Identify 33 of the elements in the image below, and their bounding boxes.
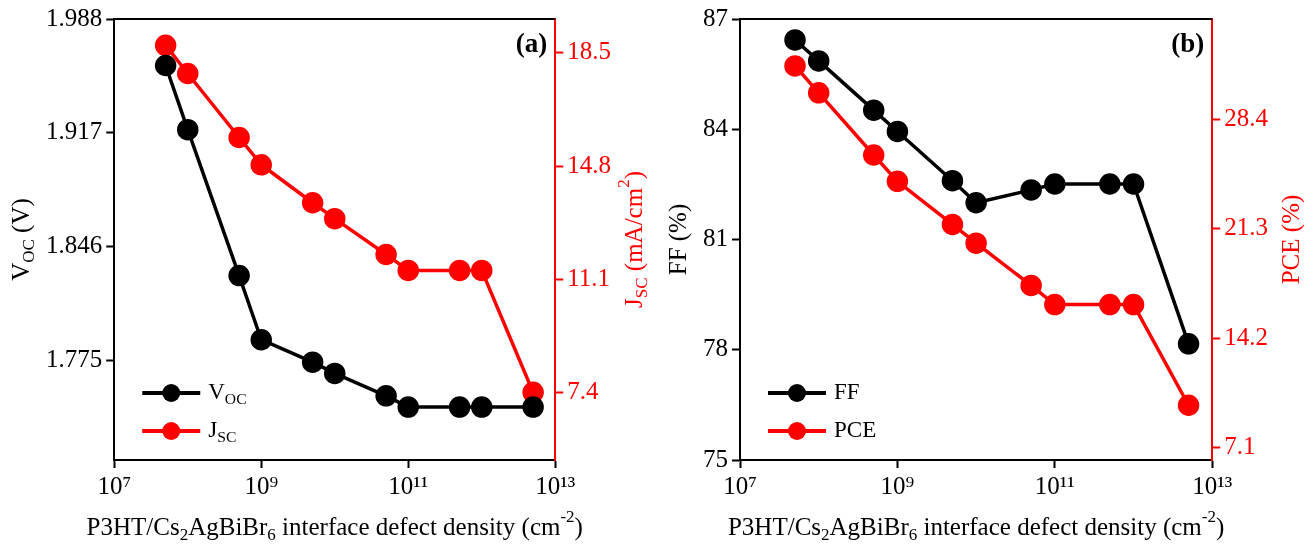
x-tick-label: 10¹³ [1192, 471, 1233, 499]
y2-tick-label: 14.2 [1224, 322, 1268, 350]
y2-tick-label: 18.5 [567, 37, 611, 65]
y2-tick-label: 7.4 [567, 377, 599, 405]
x-tick-label: 10¹¹ [1034, 471, 1075, 499]
y-tick-label: 81 [703, 224, 728, 252]
x-tick-label: 10¹¹ [388, 471, 429, 499]
y2-axis-title: PCE (%) [1276, 194, 1305, 285]
y-tick-label: 1.775 [46, 345, 103, 373]
chart-title: (b) [1171, 27, 1205, 58]
chart-title: (a) [515, 27, 548, 58]
y-tick-label: 1.988 [46, 3, 103, 31]
y-tick-label: 87 [703, 3, 728, 31]
y-tick-label: 78 [703, 334, 728, 362]
y-tick-label: 1.846 [46, 231, 103, 259]
legend-label: FF [834, 379, 860, 405]
x-tick-label: 10⁷ [723, 471, 757, 499]
x-tick-label: 10⁹ [880, 471, 915, 499]
x-tick-label: 10⁹ [244, 471, 279, 499]
y-tick-label: 1.917 [46, 117, 103, 145]
y-tick-label: 75 [703, 444, 728, 472]
y2-tick-label: 21.3 [1224, 213, 1268, 241]
y2-tick-label: 11.1 [567, 263, 611, 291]
y-axis-title: VOC (V) [6, 198, 38, 281]
y2-tick-label: 7.1 [1224, 432, 1256, 460]
legend-label: PCE [834, 417, 877, 443]
y-axis-title: FF (%) [663, 203, 692, 276]
x-tick-label: 10¹³ [535, 471, 576, 499]
x-tick-label: 10⁷ [97, 471, 132, 499]
y2-axis-title: JSC (mA/cm2) [614, 171, 651, 308]
y2-tick-label: 28.4 [1224, 103, 1269, 131]
y2-tick-label: 14.8 [567, 150, 611, 178]
y-tick-label: 84 [703, 113, 729, 141]
